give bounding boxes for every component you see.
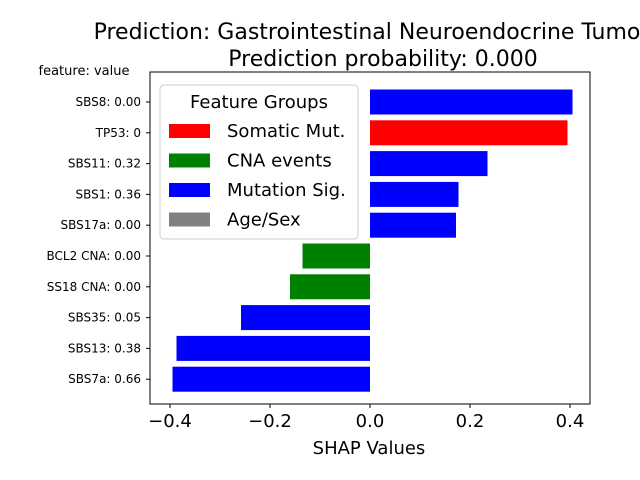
bar-8 <box>176 335 370 361</box>
x-axis-label: SHAP Values <box>313 438 426 459</box>
legend: Feature Groups Somatic Mut. CNA events Mut… <box>159 84 359 240</box>
x-tick-label: −0.4 <box>148 411 192 432</box>
y-tick-label: SBS8: 0.00 <box>76 95 141 109</box>
x-tick-label: 0.2 <box>456 411 485 432</box>
legend-label: Somatic Mut. <box>227 121 345 142</box>
legend-label: CNA events <box>227 151 332 172</box>
bar-7 <box>241 305 370 331</box>
bar-5 <box>302 243 370 269</box>
y-tick-label: SBS7a: 0.66 <box>68 372 141 386</box>
legend-swatch <box>169 212 210 227</box>
bars-layer <box>172 89 573 392</box>
legend-label: Mutation Sig. <box>227 180 346 201</box>
bar-0 <box>370 89 573 115</box>
y-tick-labels: SBS8: 0.00 TP53: 0 SBS11: 0.32 SBS1: 0.36 SB… <box>47 95 150 386</box>
legend-title: Feature Groups <box>190 92 328 113</box>
x-tick-label: −0.2 <box>248 411 292 432</box>
bar-3 <box>370 181 459 207</box>
x-tick-label: 0.0 <box>356 411 385 432</box>
bar-6 <box>290 274 370 300</box>
bar-4 <box>370 212 456 238</box>
y-tick-label: SBS35: 0.05 <box>68 311 141 325</box>
y-tick-label: SBS11: 0.32 <box>68 157 141 171</box>
bar-2 <box>370 151 488 177</box>
y-tick-label: TP53: 0 <box>95 126 141 140</box>
legend-swatch <box>169 153 210 168</box>
chart-title-line2: Prediction probability: 0.000 <box>228 47 537 72</box>
bar-9 <box>172 366 370 392</box>
legend-entries: Somatic Mut. CNA events Mutation Sig. Age/S… <box>169 121 346 231</box>
y-tick-label: SBS13: 0.38 <box>68 341 141 355</box>
y-tick-label: SBS17a: 0.00 <box>61 218 141 232</box>
chart-title-line1: Prediction: Gastrointestinal Neuroendocr… <box>94 20 640 45</box>
x-axis-ticks: −0.4 −0.2 0.0 0.2 0.4 <box>148 404 584 432</box>
y-axis-header: feature: value <box>39 64 130 79</box>
y-tick-label: SS18 CNA: 0.00 <box>47 280 141 294</box>
legend-swatch <box>169 183 210 197</box>
y-tick-label: SBS1: 0.36 <box>76 187 141 201</box>
legend-frame <box>159 84 359 240</box>
y-tick-label: BCL2 CNA: 0.00 <box>47 249 141 263</box>
bar-1 <box>370 120 568 146</box>
x-tick-label: 0.4 <box>556 411 585 432</box>
legend-label: Age/Sex <box>227 210 301 231</box>
legend-swatch <box>169 124 210 138</box>
